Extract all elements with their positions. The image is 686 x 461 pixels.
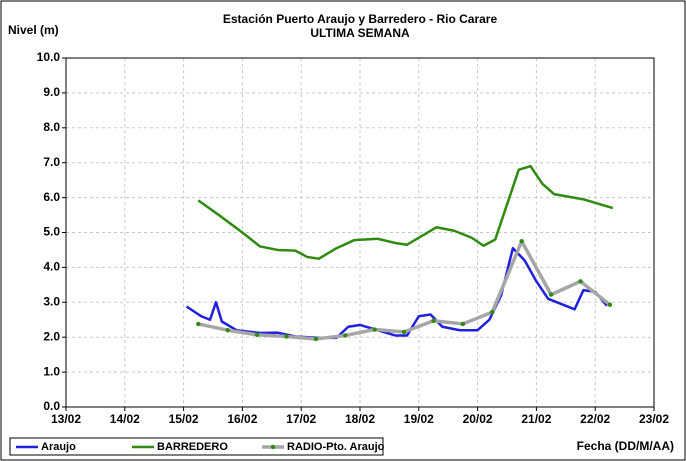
x-axis-label: Fecha (DD/M/AA) [577, 439, 674, 453]
x-tick-label: 18/02 [345, 412, 375, 426]
y-axis-label: Nivel (m) [8, 23, 59, 37]
y-tick-label: 3.0 [43, 294, 60, 308]
x-tick-label: 21/02 [521, 412, 551, 426]
point [196, 321, 201, 327]
x-tick-label: 15/02 [169, 412, 199, 426]
point [313, 336, 319, 342]
y-tick-label: 10.0 [37, 50, 61, 64]
point [343, 333, 348, 338]
x-tick-label: 16/02 [227, 412, 257, 426]
point [372, 327, 377, 332]
point [548, 292, 554, 297]
legend-label: Araujo [41, 441, 76, 453]
y-tick-label: 7.0 [43, 155, 60, 169]
legend-box [9, 437, 384, 456]
point [490, 309, 495, 315]
point [578, 279, 583, 284]
plot-area [65, 57, 655, 408]
chart-subtitle: ULTIMA SEMANA [310, 26, 410, 40]
x-tick-label: 14/02 [110, 412, 140, 426]
x-tick-label: 23/02 [639, 412, 669, 426]
x-tick-label: 20/02 [463, 412, 493, 426]
x-tick-label: 13/02 [51, 412, 81, 426]
legend-marker [270, 444, 276, 450]
point [519, 239, 524, 244]
y-tick-label: 9.0 [43, 85, 60, 99]
x-tick-label: 17/02 [286, 412, 316, 426]
point [607, 302, 613, 307]
y-tick-label: 5.0 [43, 225, 60, 239]
point [284, 334, 289, 339]
y-tick-label: 4.0 [43, 260, 60, 274]
point [225, 328, 230, 333]
point [460, 321, 466, 327]
point [431, 318, 436, 323]
y-tick-label: 6.0 [43, 190, 60, 204]
x-tick-label: 22/02 [580, 412, 610, 426]
y-tick-label: 1.0 [43, 364, 60, 378]
y-tick-label: 0.0 [43, 399, 60, 413]
point [401, 329, 407, 335]
point [254, 332, 260, 337]
legend-label: BARREDERO [157, 441, 228, 453]
y-tick-label: 8.0 [43, 120, 60, 134]
series-line [197, 164, 614, 260]
x-tick-label: 19/02 [404, 412, 434, 426]
legend-label: RADIO-Pto. Araujo [287, 441, 385, 453]
y-tick-label: 2.0 [43, 329, 60, 343]
chart-title: Estación Puerto Araujo y Barredero - Rio… [223, 12, 498, 26]
